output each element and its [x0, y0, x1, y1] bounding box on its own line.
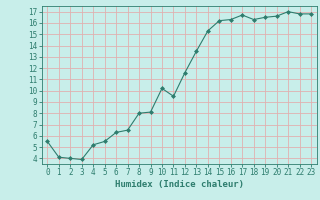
X-axis label: Humidex (Indice chaleur): Humidex (Indice chaleur): [115, 180, 244, 189]
